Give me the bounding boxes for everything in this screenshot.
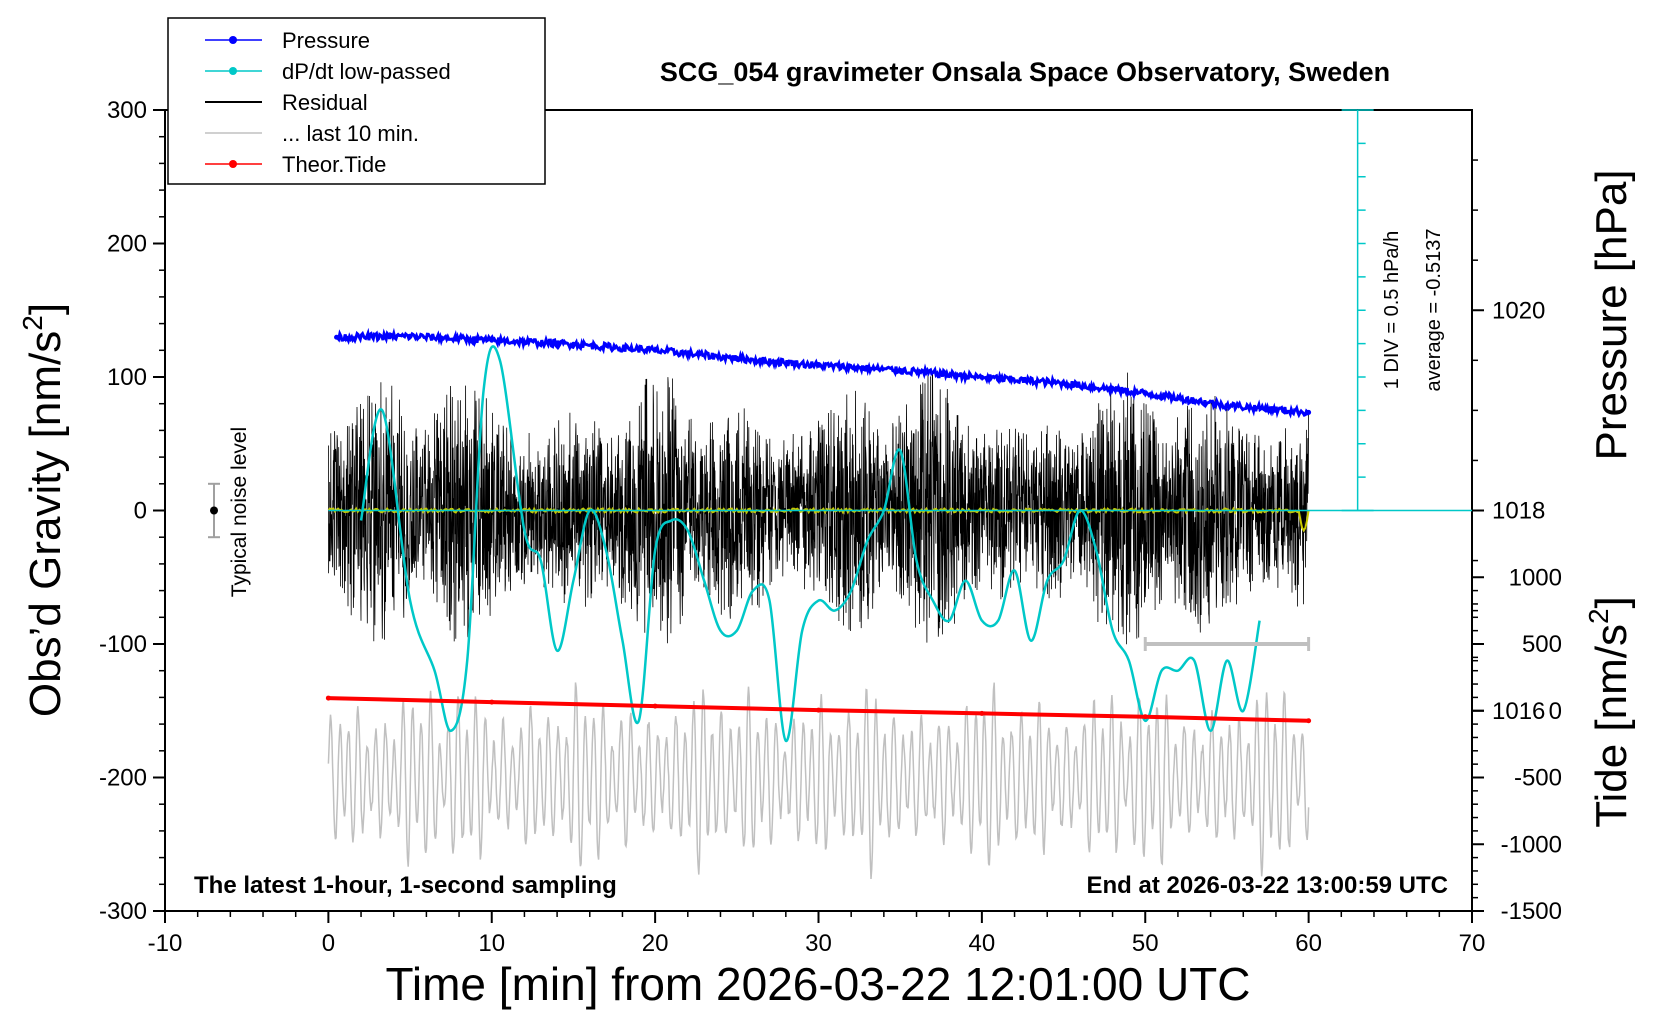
gravity-tick-label: -200 xyxy=(99,765,147,792)
noise-level-label: Typical noise level xyxy=(228,427,251,597)
dpdt-line xyxy=(359,345,1261,743)
pressure-series xyxy=(334,327,1312,419)
y-axis-title-tide-sup: 2 xyxy=(1583,608,1614,624)
legend-label: Theor.Tide xyxy=(282,152,386,177)
x-tick-label: 70 xyxy=(1459,930,1486,957)
legend-label: Residual xyxy=(282,90,368,115)
pressure-point xyxy=(1142,390,1148,396)
x-tick-label: 30 xyxy=(805,930,832,957)
annotation-right: End at 2026-03-22 13:00:59 UTC xyxy=(1087,872,1449,899)
pressure-tick-label: 1020 xyxy=(1492,297,1545,324)
last-10-min-line xyxy=(327,682,1310,880)
pressure-axis-ticks: 1020 1018 1016 xyxy=(1472,159,1545,725)
theoretical-tide-series xyxy=(325,695,1312,724)
gravity-tick-label: 200 xyxy=(107,231,147,258)
tide-tick-label: 500 xyxy=(1522,631,1562,658)
pressure-point xyxy=(334,334,340,340)
tide-axis-ticks: 1000 500 0 -500 -1000 -1500 xyxy=(1472,564,1562,925)
legend-swatch-dot xyxy=(229,36,237,44)
pressure-point xyxy=(1306,409,1312,415)
legend: Pressure dP/dt low-passed Residual ... last… xyxy=(167,17,546,185)
residual-smoothed-line xyxy=(327,506,1310,533)
x-tick-label: 50 xyxy=(1132,930,1159,957)
tide-point xyxy=(816,707,821,713)
pressure-point xyxy=(489,337,495,343)
y-axis-title-tide: Tide [nm/s2] xyxy=(1583,596,1636,828)
last-10-min-series xyxy=(327,682,1310,880)
gravity-tick-label: -100 xyxy=(99,631,147,658)
x-tick-label: -10 xyxy=(148,930,183,957)
pressure-point xyxy=(979,374,985,380)
noise-level-indicator xyxy=(208,482,221,539)
tide-tick-label: 0 xyxy=(1549,698,1562,725)
pressure-point xyxy=(816,362,821,368)
pressure-point xyxy=(734,355,740,361)
y-axis-title-tide-end: ] xyxy=(1587,596,1636,608)
tide-tick-label: -1500 xyxy=(1501,898,1562,925)
dpdt-average-label: average = -0.5137 xyxy=(1423,229,1445,392)
pressure-point xyxy=(897,367,903,373)
x-axis-title: Time [min] from 2026-03-22 12:01:00 UTC xyxy=(386,958,1251,1010)
tide-point xyxy=(1142,714,1148,720)
pressure-point xyxy=(570,341,576,347)
noise-center-dot xyxy=(210,506,219,515)
tide-tick-label: -500 xyxy=(1514,765,1562,792)
y-axis-title-gravity: Obs’d Gravity [nm/s2] xyxy=(17,303,70,717)
annotation-left: The latest 1-hour, 1-second sampling xyxy=(194,872,617,899)
tide-point xyxy=(1306,718,1312,724)
dpdt-scale-axis xyxy=(328,109,1472,512)
x-axis-ticks: -10 0 10 20 30 40 50 60 70 xyxy=(148,911,1486,957)
legend-label: Pressure xyxy=(282,28,370,53)
y-axis-title-gravity-sup: 2 xyxy=(17,315,48,331)
x-tick-label: 40 xyxy=(969,930,996,957)
residual-series xyxy=(328,372,1309,645)
dpdt-series xyxy=(359,345,1261,743)
pressure-point xyxy=(407,333,413,339)
chart-title: SCG_054 gravimeter Onsala Space Observat… xyxy=(660,57,1390,87)
x-tick-label: 60 xyxy=(1295,930,1322,957)
legend-label: ... last 10 min. xyxy=(282,121,419,146)
pressure-point xyxy=(1061,380,1067,386)
tide-point xyxy=(489,699,495,705)
residual-smoothed-path xyxy=(327,506,1310,533)
residual-line xyxy=(328,372,1309,645)
legend-swatch-dot xyxy=(229,67,237,75)
gravity-tick-label: -300 xyxy=(99,898,147,925)
y-axis-title-gravity-main: Obs’d Gravity [nm/s xyxy=(21,331,70,717)
tide-point xyxy=(325,695,331,701)
y-axis-title-tide-main: Tide [nm/s xyxy=(1587,624,1636,828)
x-tick-label: 0 xyxy=(322,930,335,957)
pressure-tick-label: 1016 xyxy=(1492,698,1545,725)
x-tick-label: 10 xyxy=(478,930,505,957)
y-axis-title-pressure: Pressure [hPa] xyxy=(1587,169,1636,460)
x-tick-label: 20 xyxy=(642,930,669,957)
tide-point xyxy=(979,710,985,716)
tide-point xyxy=(652,703,658,709)
dpdt-scale-label: 1 DIV = 0.5 hPa/h xyxy=(1381,231,1403,389)
gravity-tick-label: 300 xyxy=(107,97,147,124)
gravity-tick-label: 0 xyxy=(134,498,147,525)
pressure-point xyxy=(652,347,658,353)
y-axis-title-gravity-end: ] xyxy=(21,303,70,315)
tide-tick-label: -1000 xyxy=(1501,831,1562,858)
last-10-min-bar xyxy=(1143,637,1311,651)
pressure-point xyxy=(1224,402,1230,408)
pressure-tick-label: 1018 xyxy=(1492,498,1545,525)
gravity-tick-label: 100 xyxy=(107,364,147,391)
tide-tick-label: 1000 xyxy=(1509,564,1562,591)
gravity-axis-ticks: 300 200 100 0 -100 -200 -300 xyxy=(99,97,165,925)
legend-swatch-dot xyxy=(229,160,237,168)
legend-label: dP/dt low-passed xyxy=(282,59,451,84)
